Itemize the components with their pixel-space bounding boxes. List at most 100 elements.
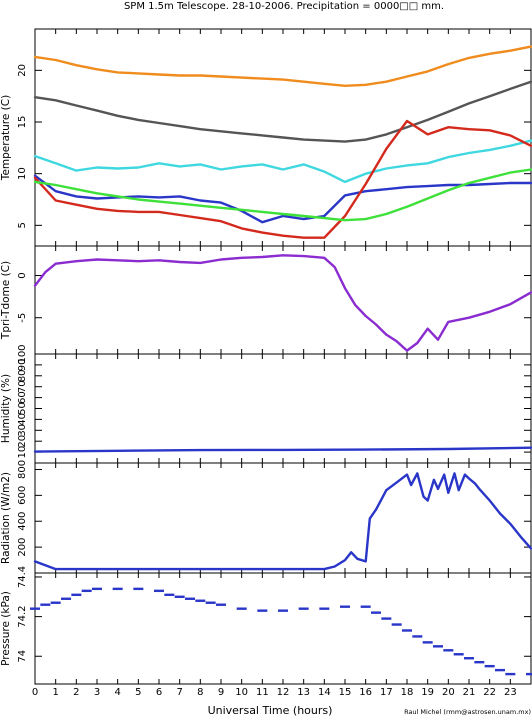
x-tick-label: 21 xyxy=(463,687,476,698)
x-tick-label: 18 xyxy=(401,687,414,698)
y-axis-label: Pressure (kPa) xyxy=(0,591,12,666)
data-point xyxy=(495,668,505,672)
x-tick-label: 5 xyxy=(135,687,141,698)
series-line-2 xyxy=(33,139,532,184)
panel-1: -5 0 Tpri-Tdome (C) xyxy=(0,245,532,355)
x-tick-label: 11 xyxy=(256,687,269,698)
x-tick-label: 0 xyxy=(32,687,38,698)
x-tick-label: 14 xyxy=(318,687,331,698)
data-point xyxy=(433,645,443,648)
data-point xyxy=(71,593,82,597)
y-tick-label: 10 xyxy=(17,446,28,459)
data-point xyxy=(195,599,206,602)
y-tick-label: 15 xyxy=(17,116,28,129)
data-point xyxy=(474,660,485,664)
data-point xyxy=(61,597,71,600)
y-tick-label: -5 xyxy=(17,313,28,323)
data-point xyxy=(371,611,381,614)
series-line-0 xyxy=(33,254,532,352)
data-point xyxy=(505,672,516,676)
x-tick-label: 8 xyxy=(197,687,203,698)
data-point xyxy=(340,605,350,608)
panel-0: 5 10 15 20 Temperature (C) xyxy=(0,28,532,247)
x-tick-label: 4 xyxy=(114,687,120,698)
y-tick-label: 100 xyxy=(17,344,28,363)
data-point xyxy=(412,635,423,638)
data-point xyxy=(133,587,144,591)
x-tick-label: 6 xyxy=(156,687,162,698)
y-tick-label: 20 xyxy=(17,435,28,448)
data-point xyxy=(453,653,464,656)
series-line-0 xyxy=(33,472,532,571)
data-point xyxy=(81,589,92,593)
data-point xyxy=(185,597,195,600)
panel-frame xyxy=(34,245,532,355)
data-point xyxy=(278,609,288,612)
panel-frame xyxy=(34,572,532,685)
series-line-4 xyxy=(33,119,532,239)
x-tick-label: 12 xyxy=(277,687,290,698)
x-tick-label: 10 xyxy=(235,687,248,698)
x-tick-label: 2 xyxy=(73,687,79,698)
data-point xyxy=(402,629,412,632)
y-axis-label: Tpri-Tdome (C) xyxy=(0,261,12,340)
data-point xyxy=(526,672,532,676)
y-tick-label: 80 xyxy=(17,369,28,382)
panel-4: 74 74.2 74.4 Pressure (kPa) xyxy=(0,566,532,685)
data-point xyxy=(112,587,123,591)
x-tick-label: 20 xyxy=(442,687,455,698)
y-tick-label: 0 xyxy=(17,272,28,278)
data-point xyxy=(30,607,40,610)
chart-title: SPM 1.5m Telescope. 28-10-2006. Precipit… xyxy=(124,1,444,12)
data-point xyxy=(391,623,402,626)
x-tick-label: 13 xyxy=(297,687,310,698)
series-line-1 xyxy=(33,80,532,143)
data-point xyxy=(319,607,330,610)
y-axis-label: Humidity (%) xyxy=(0,374,12,443)
y-tick-label: 70 xyxy=(17,380,28,393)
y-tick-label: 50 xyxy=(17,402,28,415)
x-tick-label: 23 xyxy=(504,687,517,698)
data-point xyxy=(360,605,371,608)
data-point xyxy=(422,641,433,644)
data-point xyxy=(174,595,185,598)
data-point xyxy=(40,603,51,606)
x-tick-label: 17 xyxy=(380,687,393,698)
data-point xyxy=(484,664,495,668)
y-tick-label: 30 xyxy=(17,424,28,437)
y-tick-label: 400 xyxy=(17,512,28,531)
y-tick-label: 600 xyxy=(17,486,28,505)
data-point xyxy=(216,603,226,606)
y-tick-label: 74.4 xyxy=(17,566,28,588)
data-point xyxy=(257,609,268,612)
x-axis-label: Universal Time (hours) xyxy=(208,704,333,717)
x-tick-label: 15 xyxy=(339,687,352,698)
credit: Raul Michel (rmm@astrosen.unam.mx) xyxy=(404,708,531,716)
x-tick-label: 22 xyxy=(483,687,496,698)
data-point xyxy=(298,607,309,610)
panel-3: 200 400 600 800 Radiation (W/m2) xyxy=(0,460,532,574)
y-axis-label: Radiation (W/m2) xyxy=(0,472,12,564)
series-line-5 xyxy=(33,168,532,222)
x-tick-label: 9 xyxy=(218,687,224,698)
y-tick-label: 10 xyxy=(17,167,28,180)
x-tick-label: 1 xyxy=(52,687,58,698)
y-tick-label: 90 xyxy=(17,359,28,372)
series-line-3 xyxy=(33,174,532,224)
x-tick-label: 7 xyxy=(176,687,182,698)
data-point xyxy=(154,589,164,593)
data-point xyxy=(205,601,216,604)
data-point xyxy=(92,587,102,591)
x-tick-label: 16 xyxy=(359,687,372,698)
y-tick-label: 800 xyxy=(17,460,28,479)
y-tick-label: 20 xyxy=(17,64,28,77)
data-point xyxy=(164,593,175,597)
y-tick-label: 40 xyxy=(17,413,28,426)
data-point xyxy=(381,617,392,620)
data-point xyxy=(464,657,474,660)
series-line-0 xyxy=(33,45,532,88)
data-point xyxy=(236,607,247,610)
